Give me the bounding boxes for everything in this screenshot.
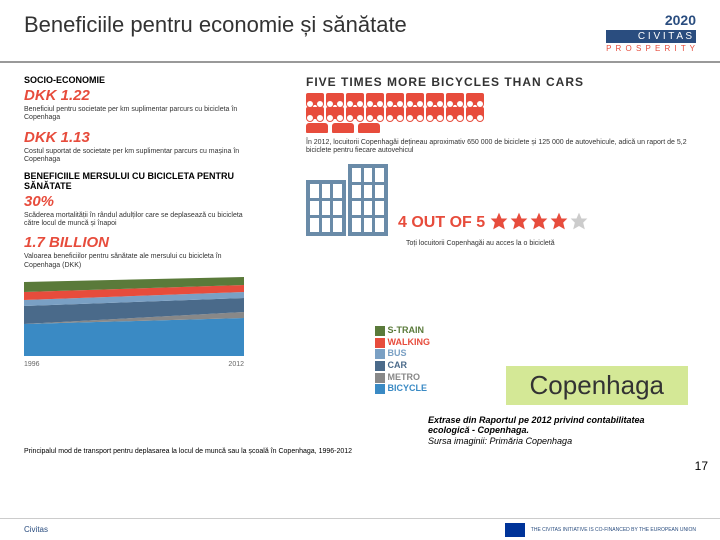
bicycle-icon	[326, 107, 344, 119]
page-number: 17	[695, 459, 708, 473]
chart-x-end: 2012	[228, 361, 244, 368]
car-icon	[358, 123, 380, 133]
star-icon	[489, 211, 509, 231]
chart-footnote: Principalul mod de transport pentru depl…	[24, 448, 364, 455]
legend-item: BUS	[375, 348, 431, 360]
bicycle-icon	[346, 107, 364, 119]
caption-line2: Sursa imaginii: Primăria Copenhaga	[428, 436, 572, 446]
stat-health-value: 1.7 BILLION	[24, 234, 244, 251]
bicycle-icon	[366, 107, 384, 119]
left-column: SOCIO-ECONOMIE DKK 1.22 Beneficiul pentr…	[24, 71, 244, 356]
socio-label: SOCIO-ECONOMIE	[24, 75, 244, 85]
bicycle-icon	[386, 93, 404, 105]
stat-dkk-cost-desc: Costul suportat de societate per km supl…	[24, 148, 244, 165]
ratio-text: În 2012, locuitorii Copenhagăi dețineau …	[306, 139, 696, 156]
logo-block: 2020 C I V I T A S P R O S P E R I T Y	[606, 12, 696, 53]
logo-tagline: P R O S P E R I T Y	[606, 44, 696, 53]
stat-dkk-benefit: DKK 1.22	[24, 87, 244, 104]
bicycle-icon	[426, 107, 444, 119]
legend-item: METRO	[375, 372, 431, 384]
building-icon	[306, 180, 346, 236]
eu-text: THE CIVITAS INITIATIVE IS CO-FINANCED BY…	[531, 527, 696, 533]
area-bicycle	[24, 318, 244, 356]
car-row-icon	[306, 123, 696, 133]
bicycle-icon	[426, 93, 444, 105]
chart-x-start: 1996	[24, 361, 40, 368]
source-caption: Extrase din Raportul pe 2012 privind con…	[428, 415, 688, 447]
bicycle-icon	[346, 93, 364, 105]
footer-right: THE CIVITAS INITIATIVE IS CO-FINANCED BY…	[505, 523, 696, 537]
star-icon	[509, 211, 529, 231]
star-icon	[549, 211, 569, 231]
stat-dkk-cost: DKK 1.13	[24, 129, 244, 146]
four-of-five-block: 4 OUT OF 5	[398, 211, 589, 236]
bike-grid-icon	[306, 93, 696, 119]
stat-mortality: 30%	[24, 193, 244, 210]
header: Beneficiile pentru economie și sănătate …	[0, 0, 720, 63]
bicycle-icon	[306, 93, 324, 105]
star-icon	[529, 211, 549, 231]
content-area: SOCIO-ECONOMIE DKK 1.22 Beneficiul pentr…	[0, 63, 720, 483]
building-icon	[348, 164, 388, 236]
legend-item: CAR	[375, 360, 431, 372]
bicycle-icon	[306, 107, 324, 119]
health-label: BENEFICIILE MERSULUI CU BICICLETA PENTRU…	[24, 171, 244, 191]
bicycle-icon	[326, 93, 344, 105]
footer: Civitas THE CIVITAS INITIATIVE IS CO-FIN…	[0, 518, 720, 540]
copenhagen-badge: Copenhaga	[506, 366, 688, 405]
bicycle-icon	[366, 93, 384, 105]
logo-brand: C I V I T A S	[606, 30, 696, 43]
caption-line1: Extrase din Raportul pe 2012 privind con…	[428, 415, 645, 436]
four-of-five-text: 4 OUT OF 5	[398, 214, 485, 232]
stat-health-value-desc: Valoarea beneficiilor pentru sănătate al…	[24, 253, 244, 270]
star-icon	[569, 211, 589, 231]
legend-item: S-TRAIN	[375, 325, 431, 337]
legend-item: BICYCLE	[375, 383, 431, 395]
car-icon	[306, 123, 328, 133]
footer-logo: Civitas	[24, 525, 48, 534]
bicycle-icon	[446, 93, 464, 105]
chart-legend: S-TRAINWALKINGBUSCARMETROBICYCLE	[375, 325, 431, 395]
bicycle-icon	[386, 107, 404, 119]
stat-dkk-benefit-desc: Beneficiul pentru societate per km supli…	[24, 106, 244, 123]
building-infographic: 4 OUT OF 5	[306, 164, 696, 236]
logo-year: 2020	[606, 12, 696, 28]
bicycle-icon	[466, 107, 484, 119]
legend-item: WALKING	[375, 337, 431, 349]
page-title: Beneficiile pentru economie și sănătate	[24, 12, 407, 38]
bicycle-icon	[466, 93, 484, 105]
eu-flag-icon	[505, 523, 525, 537]
bicycle-icon	[406, 107, 424, 119]
bicycle-icon	[446, 107, 464, 119]
bicycle-icon	[406, 93, 424, 105]
car-icon	[332, 123, 354, 133]
right-column: FIVE TIMES MORE BICYCLES THAN CARS În 20…	[306, 71, 696, 247]
stars-icon	[489, 211, 589, 236]
five-times-heading: FIVE TIMES MORE BICYCLES THAN CARS	[306, 75, 696, 89]
modal-split-chart: 1996 2012	[24, 276, 244, 356]
stat-mortality-desc: Scăderea mortalității în rândul adulțilo…	[24, 212, 244, 229]
access-text: Toți locuitorii Copenhagăi au acces la o…	[406, 240, 696, 247]
